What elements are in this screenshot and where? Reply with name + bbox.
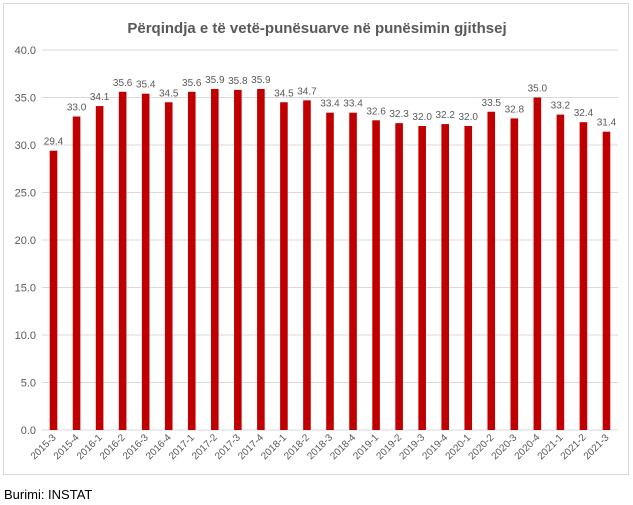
bar-value-label: 31.4 bbox=[597, 118, 617, 129]
data-labels: 29.433.034.135.6 35.434.535.6 35.9 35.8 35.9… bbox=[44, 75, 617, 148]
bar-value-label: 33.4 bbox=[320, 99, 340, 110]
y-axis: 0.0 5.0 10.0 15.0 20.0 25.0 30.0 35.0 40.0 bbox=[15, 45, 36, 437]
bar bbox=[49, 150, 58, 430]
bars bbox=[49, 88, 611, 431]
bar-value-label: 32.4 bbox=[574, 108, 594, 119]
bar-value-label: 32.6 bbox=[366, 106, 386, 117]
bar bbox=[441, 124, 450, 430]
bar-value-label: 29.4 bbox=[44, 137, 64, 148]
x-tick-label: 2021-3 bbox=[582, 432, 612, 462]
bar bbox=[395, 123, 403, 431]
bar-value-label: 35.8 bbox=[228, 76, 248, 87]
bar-value-label: 34.7 bbox=[297, 86, 317, 97]
bar bbox=[118, 91, 127, 431]
bar-value-label: 35.6 bbox=[113, 78, 133, 89]
y-tick-label: 15.0 bbox=[15, 283, 36, 295]
chart-svg: Përqindja e të vetë-punësuarve në punësi… bbox=[15, 20, 618, 462]
y-tick-label: 30.0 bbox=[15, 140, 36, 152]
chart-title: Përqindja e të vetë-punësuarve në punësi… bbox=[127, 20, 506, 37]
bar bbox=[418, 126, 426, 430]
bar-value-label: 33.0 bbox=[67, 103, 87, 114]
bar bbox=[187, 91, 196, 431]
y-tick-label: 10.0 bbox=[15, 330, 36, 342]
chart-frame: Përqindja e të vetë-punësuarve në punësi… bbox=[3, 3, 629, 475]
bar-value-label: 32.8 bbox=[505, 104, 525, 115]
bar bbox=[372, 120, 380, 431]
bar bbox=[257, 88, 265, 430]
bar bbox=[234, 89, 242, 431]
bar-value-label: 33.2 bbox=[551, 101, 571, 112]
bar-value-label: 34.5 bbox=[159, 88, 179, 99]
x-axis: 2015-32015-42016-12016-22016-32016-42017… bbox=[29, 432, 612, 462]
y-tick-label: 20.0 bbox=[15, 235, 36, 247]
bar bbox=[95, 106, 104, 431]
bar bbox=[556, 114, 565, 430]
bar bbox=[487, 111, 496, 430]
bar-value-label: 35.6 bbox=[182, 78, 202, 89]
bar-value-label: 34.5 bbox=[274, 88, 294, 99]
bar bbox=[141, 93, 150, 430]
bar-value-label: 35.0 bbox=[528, 84, 548, 95]
bar bbox=[510, 118, 519, 431]
y-tick-label: 25.0 bbox=[15, 188, 36, 200]
bar-value-label: 34.1 bbox=[90, 92, 110, 103]
bar-value-label: 32.2 bbox=[435, 110, 455, 121]
bar bbox=[602, 131, 611, 430]
bar bbox=[579, 122, 588, 430]
bar bbox=[326, 112, 334, 430]
bar bbox=[464, 126, 473, 430]
y-tick-label: 35.0 bbox=[15, 93, 36, 105]
bar-value-label: 32.0 bbox=[412, 112, 432, 123]
bar-value-label: 35.9 bbox=[205, 75, 225, 86]
y-tick-label: 5.0 bbox=[21, 378, 36, 390]
bar-value-label: 33.5 bbox=[482, 98, 502, 109]
y-tick-label: 0.0 bbox=[21, 425, 36, 437]
bar bbox=[210, 88, 219, 430]
bar-value-label: 32.3 bbox=[389, 109, 409, 120]
y-tick-label: 40.0 bbox=[15, 45, 36, 57]
bar-value-label: 32.0 bbox=[459, 112, 479, 123]
bar-value-label: 35.4 bbox=[136, 80, 156, 91]
bar-value-label: 33.4 bbox=[343, 99, 363, 110]
bar bbox=[303, 100, 311, 430]
bar-value-label: 35.9 bbox=[251, 75, 271, 86]
bar bbox=[280, 102, 288, 430]
bar bbox=[533, 97, 542, 430]
bar bbox=[349, 112, 357, 430]
bar bbox=[72, 116, 81, 430]
bar bbox=[164, 102, 173, 430]
source-note: Burimi: INSTAT bbox=[4, 487, 93, 502]
